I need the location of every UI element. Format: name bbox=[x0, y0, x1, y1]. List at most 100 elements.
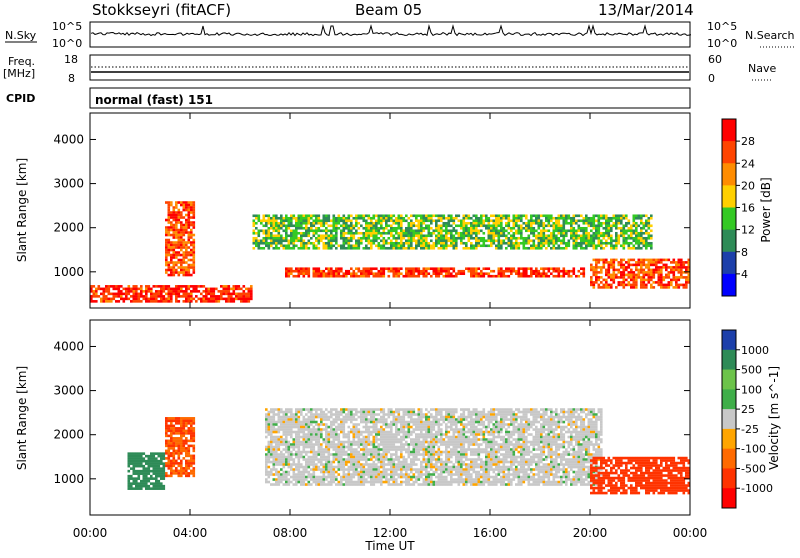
rti-cell bbox=[450, 214, 453, 217]
rti-cell bbox=[303, 239, 306, 242]
rti-cell bbox=[438, 458, 441, 461]
rti-cell bbox=[473, 232, 476, 235]
rti-cell bbox=[415, 426, 418, 429]
rti-cell bbox=[268, 428, 271, 431]
rti-cell bbox=[613, 266, 616, 269]
rti-cell bbox=[198, 298, 201, 301]
rti-cell bbox=[95, 288, 98, 291]
rti-cell bbox=[440, 473, 443, 476]
rti-cell bbox=[160, 298, 163, 301]
rti-cell bbox=[350, 466, 353, 469]
rti-cell bbox=[463, 224, 466, 227]
rti-cell bbox=[213, 288, 216, 291]
rti-cell bbox=[610, 229, 613, 232]
rti-cell bbox=[645, 239, 648, 242]
rti-cell bbox=[345, 451, 348, 454]
rti-cell bbox=[395, 229, 398, 232]
rti-cell bbox=[343, 473, 346, 476]
rti-cell bbox=[425, 448, 428, 451]
rti-cell bbox=[485, 214, 488, 217]
rti-cell bbox=[500, 232, 503, 235]
rti-cell bbox=[363, 463, 366, 466]
rti-cell bbox=[398, 428, 401, 431]
rti-cell bbox=[298, 468, 301, 471]
rti-cell bbox=[280, 473, 283, 476]
rti-cell bbox=[343, 232, 346, 235]
rti-cell bbox=[278, 222, 281, 225]
rti-cell bbox=[105, 300, 108, 303]
rti-cell bbox=[633, 286, 636, 289]
rti-cell bbox=[185, 219, 188, 222]
rti-cell bbox=[280, 217, 283, 220]
rti-cell bbox=[500, 219, 503, 222]
rti-cell bbox=[460, 227, 463, 230]
rti-cell bbox=[475, 232, 478, 235]
rti-cell bbox=[443, 471, 446, 474]
rti-cell bbox=[440, 463, 443, 466]
rti-cell bbox=[398, 272, 401, 275]
rti-cell bbox=[265, 463, 268, 466]
rti-cell bbox=[275, 451, 278, 454]
rti-cell bbox=[333, 448, 336, 451]
rti-cell bbox=[115, 285, 118, 288]
rti-cell bbox=[443, 275, 446, 278]
rti-cell bbox=[435, 423, 438, 426]
rti-cell bbox=[420, 270, 423, 273]
rti-cell bbox=[310, 456, 313, 459]
rti-cell bbox=[490, 232, 493, 235]
rti-cell bbox=[185, 266, 188, 269]
rti-cell bbox=[318, 267, 321, 270]
rti-cell bbox=[625, 261, 628, 264]
rti-cell bbox=[323, 217, 326, 220]
rti-cell bbox=[368, 418, 371, 421]
rti-cell bbox=[568, 239, 571, 242]
rti-cell bbox=[320, 456, 323, 459]
rti-cell bbox=[330, 270, 333, 273]
rti-cell bbox=[450, 471, 453, 474]
rti-cell bbox=[340, 219, 343, 222]
rti-cell bbox=[433, 232, 436, 235]
rti-cell bbox=[323, 438, 326, 441]
rti-cell bbox=[663, 264, 666, 267]
rti-cell bbox=[283, 443, 286, 446]
rti-cell bbox=[338, 416, 341, 419]
rti-cell bbox=[643, 281, 646, 284]
rti-cell bbox=[560, 217, 563, 220]
rti-cell bbox=[300, 244, 303, 247]
rti-cell bbox=[383, 214, 386, 217]
rti-cell bbox=[305, 244, 308, 247]
rti-cell bbox=[528, 229, 531, 232]
rti-cell bbox=[665, 284, 668, 287]
rti-cell bbox=[443, 270, 446, 273]
rti-cell bbox=[423, 438, 426, 441]
rti-cell bbox=[308, 458, 311, 461]
rti-cell bbox=[468, 214, 471, 217]
rti-cell bbox=[430, 217, 433, 220]
rti-cell bbox=[435, 222, 438, 225]
rti-cell bbox=[375, 214, 378, 217]
rti-cell bbox=[310, 416, 313, 419]
rti-cell bbox=[265, 423, 268, 426]
rti-cell bbox=[290, 217, 293, 220]
rti-cell bbox=[343, 217, 346, 220]
rti-cell bbox=[120, 298, 123, 301]
rti-cell bbox=[348, 413, 351, 416]
rti-cell bbox=[383, 468, 386, 471]
rti-cell bbox=[425, 431, 428, 434]
rti-cell bbox=[565, 244, 568, 247]
rti-cell bbox=[258, 239, 261, 242]
rti-cell bbox=[268, 461, 271, 464]
rti-cell bbox=[185, 209, 188, 212]
rti-cell bbox=[405, 481, 408, 484]
rti-cell bbox=[230, 293, 233, 296]
rti-cell bbox=[173, 236, 176, 239]
rti-cell bbox=[93, 293, 96, 296]
rti-cell bbox=[310, 237, 313, 240]
rti-cell bbox=[463, 222, 466, 225]
rti-cell bbox=[400, 214, 403, 217]
rti-cell bbox=[330, 441, 333, 444]
rti-cell bbox=[543, 242, 546, 245]
rti-cell bbox=[590, 229, 593, 232]
rti-cell bbox=[345, 413, 348, 416]
rti-cell bbox=[203, 285, 206, 288]
